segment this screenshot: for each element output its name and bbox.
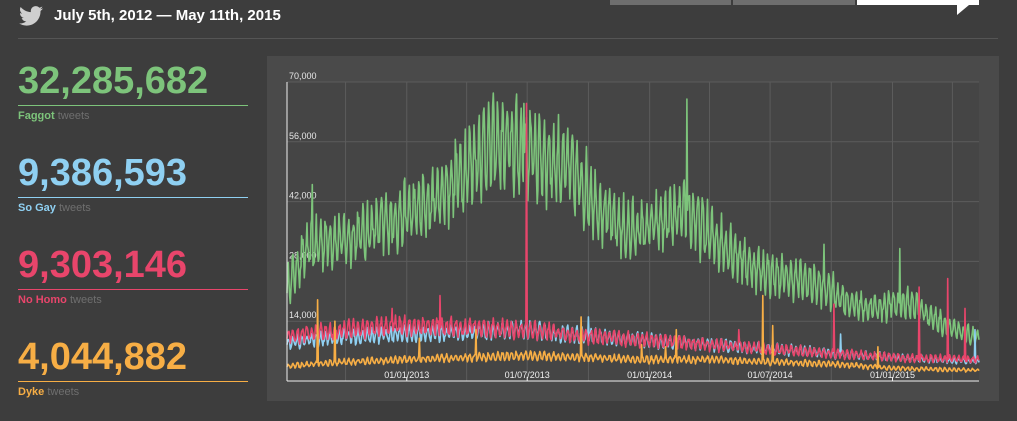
stat-divider [18, 289, 248, 290]
header: July 5th, 2012 — May 11th, 2015 [18, 0, 998, 39]
series-line-no-homo [286, 102, 980, 364]
twitter-bird-icon [19, 6, 43, 26]
stat-so-gay: 9,386,593 So Gay tweets [18, 153, 248, 214]
y-tick-label: 14,000 [289, 310, 317, 320]
stat-label: So Gay tweets [18, 202, 248, 214]
stat-count: 9,386,593 [18, 152, 188, 194]
stat-term: Faggot [18, 110, 55, 122]
stat-count: 32,285,682 [18, 60, 209, 102]
x-tick-label: 01/01/2013 [384, 370, 429, 380]
y-tick-label: 42,000 [289, 191, 317, 201]
stat-dyke: 4,044,882 Dyke tweets [18, 337, 248, 398]
stat-divider [18, 381, 248, 382]
chart-panel: 14,000 28,000 42,000 56,000 70,000 01/01/2013… [267, 56, 999, 401]
tab-2[interactable] [733, 0, 855, 5]
y-tick-label: 28,000 [289, 250, 317, 260]
date-range-title: July 5th, 2012 — May 11th, 2015 [54, 7, 281, 24]
x-tick-label: 01/07/2013 [505, 370, 550, 380]
stat-label: Dyke tweets [18, 386, 248, 398]
y-tick-label: 56,000 [289, 131, 317, 141]
y-tick-label: 70,000 [289, 71, 317, 81]
tab-3-active[interactable] [857, 0, 979, 5]
series-line-faggot [286, 92, 980, 346]
stat-term: No Homo [18, 294, 67, 306]
stat-divider [18, 197, 248, 198]
stat-unit: tweets [47, 386, 80, 398]
stat-divider [18, 105, 248, 106]
stat-faggot: 32,285,682 Faggot tweets [18, 61, 248, 122]
stat-unit: tweets [58, 202, 91, 214]
active-tab-pointer [957, 5, 969, 15]
stat-no-homo: 9,303,146 No Homo tweets [18, 245, 248, 306]
x-tick-label: 01/07/2014 [748, 370, 793, 380]
stat-count: 9,303,146 [18, 244, 188, 286]
tweet-volume-chart[interactable]: 14,000 28,000 42,000 56,000 70,000 01/01/2013… [267, 56, 999, 401]
stat-unit: tweets [69, 294, 102, 306]
stat-term: So Gay [18, 202, 56, 214]
series-line-dyke [286, 294, 980, 373]
stat-term: Dyke [18, 386, 45, 398]
stat-unit: tweets [57, 110, 90, 122]
x-tick-label: 01/01/2014 [627, 370, 672, 380]
x-tick-label: 01/01/2015 [870, 370, 915, 380]
tab-1[interactable] [610, 0, 731, 5]
stat-count: 4,044,882 [18, 336, 188, 378]
stat-label: Faggot tweets [18, 110, 248, 122]
stat-label: No Homo tweets [18, 294, 248, 306]
